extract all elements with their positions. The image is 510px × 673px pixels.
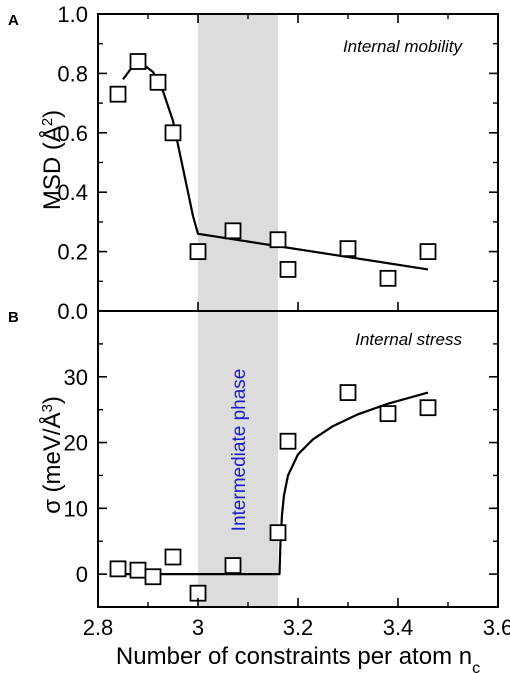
intermediate-phase-label: Intermediate phase xyxy=(229,369,250,532)
panel-a-data-point xyxy=(339,240,357,258)
panel-a-data-point xyxy=(419,243,437,261)
panel-b-y-tick-label: 20 xyxy=(64,431,88,456)
panel-a-data-point xyxy=(224,222,242,240)
x-axis-label: Number of constraints per atom nc xyxy=(116,643,480,673)
x-tick-label: 3.2 xyxy=(283,615,314,640)
panel-b-points xyxy=(109,384,437,602)
panel-a-ylabel: MSD (Å2) xyxy=(38,110,66,210)
panel-a-y-tick-label: 0.8 xyxy=(57,61,88,86)
panel-a-data-point xyxy=(189,243,207,261)
panel-b-letter: B xyxy=(8,309,19,326)
x-tick-label: 2.8 xyxy=(83,615,114,640)
panel-b-fit-line xyxy=(118,391,429,576)
panel-b-y-ticks: 0 10 20 30 xyxy=(64,343,498,587)
panel-b-data-point xyxy=(379,405,397,423)
x-ticks: 2.8 3 3.2 3.4 3.6 xyxy=(83,14,510,640)
panel-b-frame xyxy=(97,310,499,608)
panel-b-data-point xyxy=(339,384,357,401)
panel-a-frame xyxy=(97,13,499,312)
panel-a-data-point xyxy=(279,261,297,278)
panel-a-annotation: Internal mobility xyxy=(343,37,464,56)
panel-a-data-point xyxy=(149,73,167,91)
panel-a: A Internal mobility MSD (Å2) 0.00.20.40.… xyxy=(8,2,498,324)
panel-a-y-tick-label: 0.2 xyxy=(57,240,88,265)
panel-a-y-ticks: 0.0 0.2 0.4 0.6 0.8 1.0 xyxy=(57,2,498,324)
panel-a-data-point xyxy=(109,85,127,103)
panel-b-ylabel: σ (meV/Å3) xyxy=(38,396,66,514)
panel-b-annotation: Internal stress xyxy=(355,330,462,349)
panel-b-data-point xyxy=(269,524,287,542)
panel-b-data-point xyxy=(164,548,182,566)
panel-b-data-point xyxy=(129,561,147,579)
x-tick-label: 3.6 xyxy=(483,615,510,640)
panel-b-y-tick-label: 30 xyxy=(64,365,88,390)
panel-b-data-point xyxy=(109,560,127,578)
panel-a-data-point xyxy=(129,53,147,70)
panel-b-data-point xyxy=(224,557,242,574)
x-tick-label: 3.4 xyxy=(383,615,414,640)
panel-a-letter: A xyxy=(8,12,19,29)
panel-a-points xyxy=(109,53,437,287)
panel-a-y-tick-label: 0.6 xyxy=(57,121,88,146)
panel-a-y-tick-label: 0.4 xyxy=(57,180,88,205)
panel-a-y-tick-label: 0.0 xyxy=(57,299,88,324)
panel-a-y-tick-label: 1.0 xyxy=(57,2,88,27)
panel-b-data-point xyxy=(144,568,162,586)
panel-b-data-point xyxy=(279,432,297,450)
panel-b-fit-curve xyxy=(118,391,429,576)
x-tick-label: 3 xyxy=(192,615,204,640)
panel-b: B Internal stress σ (meV/Å3) 0 10 20 30 xyxy=(8,309,498,602)
panel-b-y-tick-label: 0 xyxy=(76,562,88,587)
panel-b-data-point xyxy=(419,399,437,417)
panel-a-data-point xyxy=(379,269,397,287)
panel-b-y-tick-label: 10 xyxy=(64,496,88,521)
panel-a-data-point xyxy=(164,124,182,142)
panel-a-data-point xyxy=(269,231,287,249)
